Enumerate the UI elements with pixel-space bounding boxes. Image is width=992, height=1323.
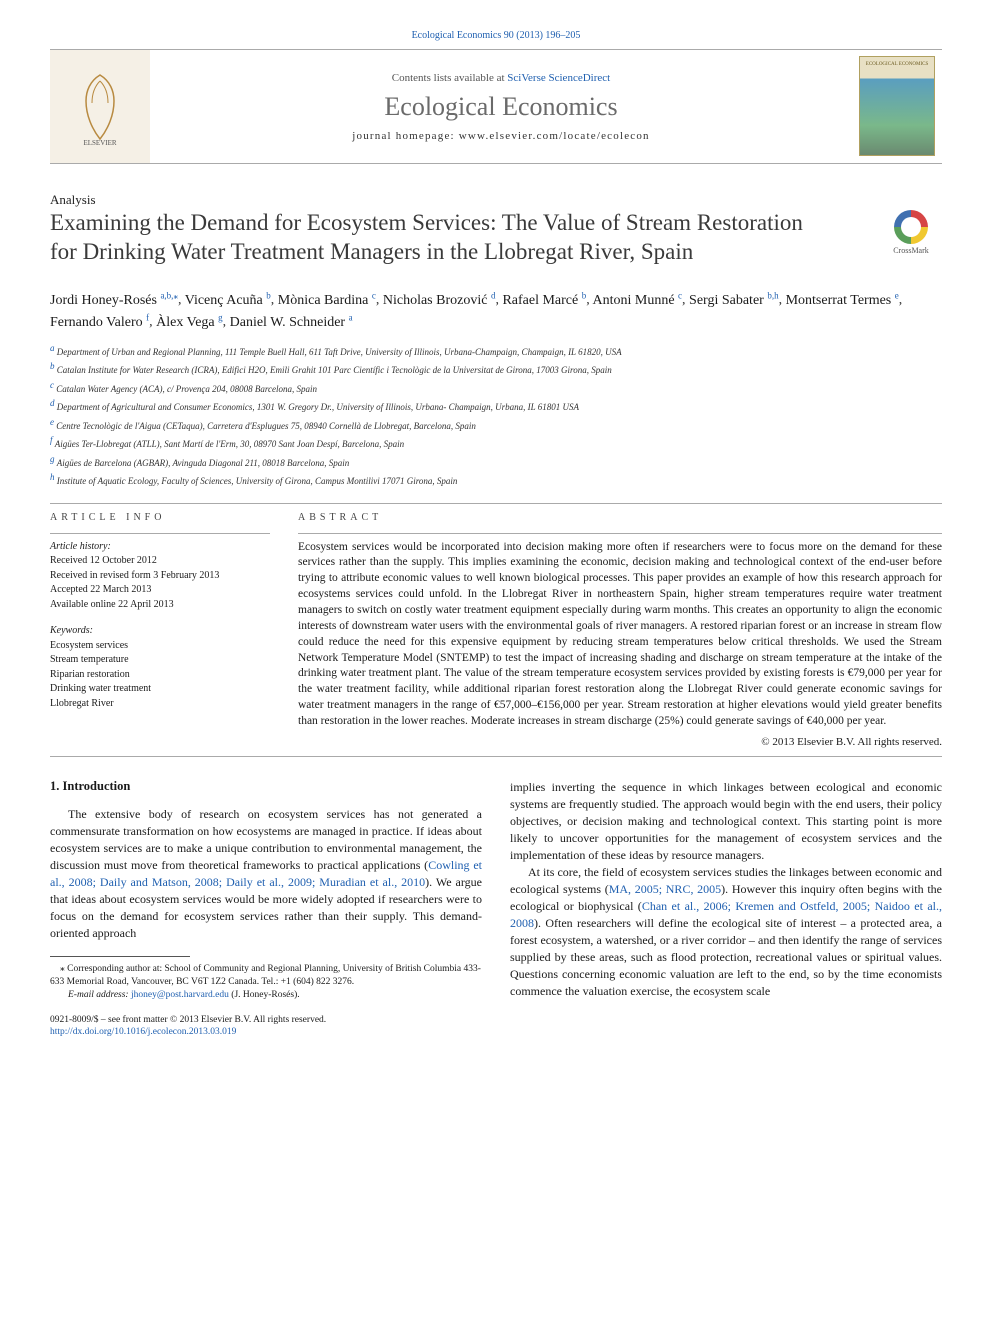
- keyword: Llobregat River: [50, 697, 270, 712]
- crossmark-label: CrossMark: [893, 246, 929, 255]
- citation-header: Ecological Economics 90 (2013) 196–205: [50, 30, 942, 41]
- author-affil-marker: a: [349, 312, 353, 322]
- scidirect-link[interactable]: SciVerse ScienceDirect: [507, 72, 610, 84]
- svg-text:ELSEVIER: ELSEVIER: [83, 139, 116, 147]
- affiliation-line: d Department of Agricultural and Consume…: [50, 397, 942, 415]
- author: Jordi Honey-Rosés a,b,⁎: [50, 293, 178, 308]
- article-history: Article history: Received 12 October 201…: [50, 540, 270, 613]
- divider: [50, 756, 942, 757]
- author: Antoni Munné c: [592, 293, 682, 308]
- divider: [50, 503, 942, 504]
- corresponding-author-footnote: ⁎ Corresponding author at: School of Com…: [50, 963, 482, 989]
- journal-title: Ecological Economics: [384, 92, 617, 122]
- affiliation-line: a Department of Urban and Regional Plann…: [50, 342, 942, 360]
- abstract-text: Ecosystem services would be incorporated…: [298, 540, 942, 730]
- affiliation-list: a Department of Urban and Regional Plann…: [50, 342, 942, 489]
- author: Vicenç Acuña b: [185, 293, 271, 308]
- journal-cover-thumb: [852, 50, 942, 163]
- body-paragraph: At its core, the field of ecosystem serv…: [510, 864, 942, 1000]
- crossmark-button[interactable]: CrossMark: [880, 210, 942, 255]
- author: Daniel W. Schneider a: [230, 315, 353, 330]
- footnote-rule: [50, 956, 190, 957]
- keyword: Stream temperature: [50, 653, 270, 668]
- article-type-label: Analysis: [50, 192, 830, 208]
- journal-header-box: ELSEVIER Contents lists available at Sci…: [50, 49, 942, 164]
- abstract-heading: abstract: [298, 512, 942, 523]
- author-affil-marker: a,b,: [160, 290, 173, 300]
- elsevier-logo: ELSEVIER: [50, 50, 150, 163]
- section-title-intro: 1. Introduction: [50, 779, 482, 794]
- article-info-heading: article info: [50, 512, 270, 523]
- body-paragraph: The extensive body of research on ecosys…: [50, 806, 482, 942]
- frontmatter-footer: 0921-8009/$ – see front matter © 2013 El…: [50, 1014, 482, 1040]
- affiliation-line: f Aigües Ter-Llobregat (ATLL), Sant Mart…: [50, 434, 942, 452]
- keyword: Riparian restoration: [50, 668, 270, 683]
- affiliation-line: h Institute of Aquatic Ecology, Faculty …: [50, 471, 942, 489]
- author: Mònica Bardina c: [278, 293, 376, 308]
- keyword: Ecosystem services: [50, 639, 270, 654]
- doi-link[interactable]: http://dx.doi.org/10.1016/j.ecolecon.201…: [50, 1026, 482, 1039]
- author-affil-marker: b,h: [767, 290, 778, 300]
- crossmark-icon: [894, 210, 928, 244]
- affiliation-line: e Centre Tecnològic de l'Aigua (CETaqua)…: [50, 416, 942, 434]
- author: Rafael Marcé b: [502, 293, 586, 308]
- author: Fernando Valero f: [50, 315, 149, 330]
- author: Nicholas Brozović d: [383, 293, 496, 308]
- author: Àlex Vega g: [156, 315, 222, 330]
- keyword: Drinking water treatment: [50, 682, 270, 697]
- affiliation-line: g Aigües de Barcelona (AGBAR), Avinguda …: [50, 453, 942, 471]
- citation-link[interactable]: MA, 2005; NRC, 2005: [609, 882, 721, 896]
- abstract-copyright: © 2013 Elsevier B.V. All rights reserved…: [298, 736, 942, 748]
- affiliation-line: b Catalan Institute for Water Research (…: [50, 360, 942, 378]
- contents-available: Contents lists available at SciVerse Sci…: [392, 72, 610, 84]
- author: Sergi Sabater b,h: [689, 293, 779, 308]
- email-footnote: E-mail address: jhoney@post.harvard.edu …: [50, 989, 482, 1002]
- email-link[interactable]: jhoney@post.harvard.edu: [131, 990, 229, 1000]
- article-title: Examining the Demand for Ecosystem Servi…: [50, 208, 830, 267]
- affiliation-line: c Catalan Water Agency (ACA), c/ Provenç…: [50, 379, 942, 397]
- journal-homepage: journal homepage: www.elsevier.com/locat…: [352, 130, 650, 142]
- keywords-block: Keywords: Ecosystem servicesStream tempe…: [50, 624, 270, 711]
- body-paragraph: implies inverting the sequence in which …: [510, 779, 942, 864]
- author: Montserrat Termes e: [786, 293, 899, 308]
- author-list: Jordi Honey-Rosés a,b,⁎, Vicenç Acuña b,…: [50, 289, 942, 334]
